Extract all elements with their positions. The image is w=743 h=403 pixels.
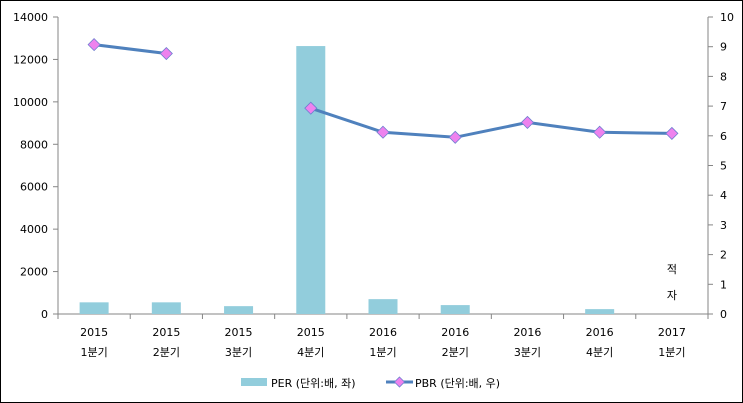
pbr-marker (159, 46, 173, 61)
x-tick-label-year: 2016 (441, 326, 469, 339)
right-tick-label: 2 (720, 249, 727, 262)
right-tick-label: 0 (720, 308, 727, 321)
x-tick-label-year: 2015 (80, 326, 108, 339)
pbr-line (310, 106, 672, 139)
per-bar (224, 306, 254, 314)
pbr-marker (448, 130, 462, 144)
deficit-annotation: 자 (667, 289, 677, 302)
pbr-marker (665, 126, 679, 140)
x-tick-label-quarter: 3분기 (514, 346, 541, 359)
legend-per-label: PER (단위:배, 좌) (271, 377, 356, 390)
left-tick-label: 2000 (20, 266, 48, 279)
x-tick-label-year: 2017 (658, 326, 686, 339)
x-tick-label-quarter: 3분기 (225, 346, 252, 359)
x-tick-label-quarter: 1분기 (369, 346, 396, 359)
left-tick-label: 8000 (20, 138, 48, 151)
right-tick-label: 9 (720, 41, 727, 54)
right-tick-label: 4 (720, 189, 727, 202)
pbr-marker (376, 125, 390, 139)
right-tick-label: 10 (720, 11, 734, 24)
x-tick-label-year: 2015 (225, 326, 253, 339)
right-tick-label: 3 (720, 219, 727, 232)
legend-per-swatch (241, 378, 267, 386)
pbr-line (93, 43, 167, 56)
pbr-marker (304, 101, 318, 115)
left-tick-label: 4000 (20, 223, 48, 236)
right-tick-label: 1 (720, 278, 727, 291)
per-bar (79, 302, 109, 314)
x-tick-label-quarter: 2분기 (442, 346, 469, 359)
legend-pbr-marker (393, 376, 406, 388)
pbr-marker (520, 115, 535, 130)
right-tick-label: 8 (720, 70, 727, 83)
x-tick-label-quarter: 2분기 (153, 346, 180, 359)
x-tick-label-quarter: 1분기 (658, 346, 685, 359)
per-bar (368, 299, 398, 314)
deficit-annotation: 적 (667, 263, 677, 276)
per-bar (440, 305, 470, 314)
pbr-marker (593, 125, 607, 139)
per-bar (296, 46, 326, 315)
right-tick-label: 5 (720, 160, 727, 173)
legend-pbr-label: PBR (단위:배, 우) (415, 377, 500, 390)
left-tick-label: 14000 (13, 11, 48, 24)
right-tick-label: 7 (720, 100, 727, 113)
x-tick-label-year: 2016 (586, 326, 614, 339)
x-tick-label-quarter: 4분기 (297, 346, 324, 359)
x-tick-label-quarter: 1분기 (80, 346, 107, 359)
left-tick-label: 12000 (13, 53, 48, 66)
per-bar (151, 302, 181, 314)
x-tick-label-quarter: 4분기 (586, 346, 613, 359)
x-tick-label-year: 2016 (369, 326, 397, 339)
pbr-marker (87, 38, 101, 52)
right-tick-label: 6 (720, 130, 727, 143)
per-bar (585, 309, 615, 314)
x-tick-label-year: 2015 (152, 326, 180, 339)
left-tick-label: 10000 (13, 96, 48, 109)
left-tick-label: 0 (41, 308, 48, 321)
x-tick-label-year: 2015 (297, 326, 325, 339)
left-tick-label: 6000 (20, 181, 48, 194)
x-tick-label-year: 2016 (513, 326, 541, 339)
